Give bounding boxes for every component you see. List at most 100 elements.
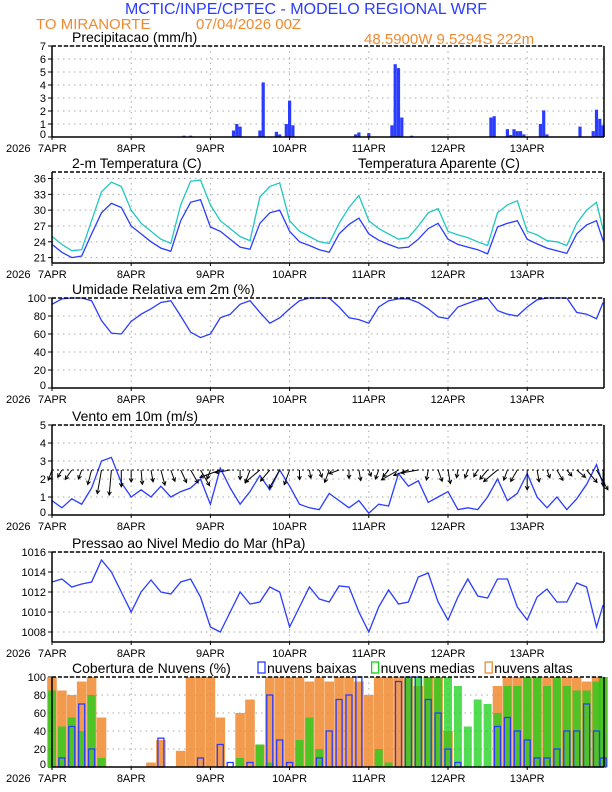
y-tick-label: 1008	[22, 627, 46, 639]
y-tick-label: 1	[40, 492, 46, 504]
x-tick-label: 9APR	[196, 648, 225, 660]
wind-vector-arrow	[128, 470, 134, 484]
y-tick-label: 40	[34, 347, 46, 359]
wind-vector-arrow	[150, 469, 155, 483]
y-tick-label: 24	[34, 237, 46, 249]
precip-bar	[396, 68, 401, 137]
y-tick-label: 27	[34, 221, 46, 233]
wind-vector-arrow	[297, 470, 302, 481]
cloud-bar-nuvens-altas	[205, 677, 216, 767]
x-tick-label: 9APR	[196, 143, 225, 155]
y-tick-label: 3	[40, 456, 46, 468]
panel-rh: 0 20 40 60 80 100 7APR 8APR 9APR 10APR 11APR 12APR 1…	[6, 281, 605, 406]
panel-wind: 0 1 2 3 4 5 7APR 8APR 9APR 10APR 11APR 12APR 13APR 20…	[6, 408, 609, 533]
precip-bar	[489, 117, 493, 137]
wind-vector-arrow	[259, 469, 271, 482]
cloud-bar-nuvens-altas	[245, 699, 255, 767]
y-tick-label: 20	[34, 744, 46, 756]
series-line-main	[51, 456, 604, 515]
cloud-bar-nuvens-medias	[87, 695, 96, 767]
wind-vector-arrow	[318, 469, 324, 479]
cloud-bar-nuvens-medias	[444, 677, 452, 767]
y-tick-label: 3	[40, 93, 46, 105]
x-tick-label: 10APR	[272, 143, 307, 155]
y-tick-label: 30	[34, 205, 46, 217]
y-tick-label: 7	[40, 41, 46, 53]
precip-bar	[274, 131, 278, 137]
wind-vector-arrow	[237, 470, 243, 481]
coordinates-label: 48.5900W 9.5294S 222m	[364, 31, 534, 48]
cloud-bar-nuvens-medias	[295, 740, 304, 767]
cloud-bar-nuvens-medias	[592, 681, 601, 767]
cloud-bar-nuvens-altas	[96, 717, 107, 767]
y-tick-label: 1010	[22, 607, 46, 619]
cloud-bar-nuvens-medias	[374, 749, 383, 767]
cloud-bar-nuvens-altas	[156, 740, 166, 767]
wind-vector-arrow	[586, 469, 598, 484]
cloud-bar-nuvens-medias	[434, 677, 443, 767]
x-tick-label: 12APR	[431, 143, 466, 155]
x-tick-label: 8APR	[117, 269, 146, 281]
y-tick-label: 60	[34, 708, 46, 720]
wind-vector-arrow	[346, 470, 352, 480]
x-tick-label: 12APR	[431, 394, 466, 406]
precip-bar	[578, 126, 582, 137]
x-tick-label: 13APR	[510, 269, 545, 281]
x-tick-label: 11APR	[352, 269, 386, 281]
wind-vector-arrow	[524, 470, 530, 491]
cloud-bar-nuvens-medias	[404, 677, 413, 767]
precip-bar	[393, 64, 397, 137]
cloud-bar-nuvens-medias	[97, 758, 106, 767]
cloud-bar-nuvens-medias	[533, 677, 542, 767]
panel-title: Vento em 10m (m/s)	[72, 408, 198, 424]
x-tick-label: 10APR	[272, 394, 307, 406]
precip-bar	[354, 134, 358, 137]
legend-apparent-temperature: Temperatura Aparente (C)	[358, 155, 520, 171]
legend-swatch-nuvens-medias	[370, 661, 380, 674]
x-tick-label: 7APR	[38, 269, 67, 281]
panel-title: Umidade Relativa em 2m (%)	[72, 281, 255, 297]
y-tick-label: 0	[40, 507, 46, 519]
x-tick-label: 9APR	[196, 521, 225, 533]
legend-swatch-nuvens-baixas	[257, 661, 266, 674]
cloud-bar-nuvens-medias	[493, 713, 502, 767]
main-title: MCTIC/INPE/CPTEC - MODELO REGIONAL WRF	[125, 1, 487, 18]
cloud-bar-nuvens-medias	[582, 690, 591, 767]
cloud-bar-nuvens-altas	[195, 677, 206, 767]
x-tick-label: 12APR	[431, 648, 466, 660]
x-tick-label: 8APR	[117, 394, 146, 406]
wind-vector-arrow	[380, 469, 399, 481]
precip-bar	[515, 131, 519, 137]
wind-vector-arrow	[424, 469, 430, 482]
x-tick-label: 8APR	[117, 648, 146, 660]
x-tick-label: 10APR	[272, 269, 307, 281]
panel-temp: 21 24 27 30 33 36 7APR 8APR 9APR 10APR 11APR 12APR 1…	[6, 155, 605, 281]
panel-title: Cobertura de Nuvens (%)	[72, 660, 231, 676]
precip-bar	[492, 116, 496, 137]
y-tick-label: 60	[34, 329, 46, 341]
panel-title: 2-m Temperatura (C)	[72, 155, 202, 171]
cloud-bar-nuvens-medias	[543, 686, 551, 767]
x-tick-label: 12APR	[431, 521, 466, 533]
x-tick-label: 11APR	[352, 143, 386, 155]
x-tick-label: 13APR	[510, 773, 545, 785]
wind-vector-arrow	[86, 469, 93, 486]
wind-vector-arrow	[95, 469, 102, 495]
wind-vector-arrow	[367, 469, 373, 478]
wind-vector-arrow	[479, 469, 488, 480]
precip-bar	[278, 134, 282, 137]
x-year-label: 2026	[6, 143, 30, 155]
x-tick-label: 13APR	[510, 143, 545, 155]
wind-vector-arrow	[170, 469, 177, 483]
precip-bar	[367, 133, 371, 137]
wind-vector-arrow	[576, 469, 587, 478]
x-tick-label: 10APR	[272, 773, 307, 785]
x-year-label: 2026	[6, 648, 30, 660]
y-tick-label: 100	[28, 672, 46, 684]
cloud-bar-nuvens-medias	[453, 686, 462, 767]
x-tick-label: 9APR	[196, 269, 225, 281]
y-tick-label: 0	[40, 129, 46, 141]
wind-vector-arrow	[454, 469, 460, 479]
wind-vector-arrow	[463, 469, 469, 479]
cloud-bar-nuvens-altas	[185, 677, 196, 767]
